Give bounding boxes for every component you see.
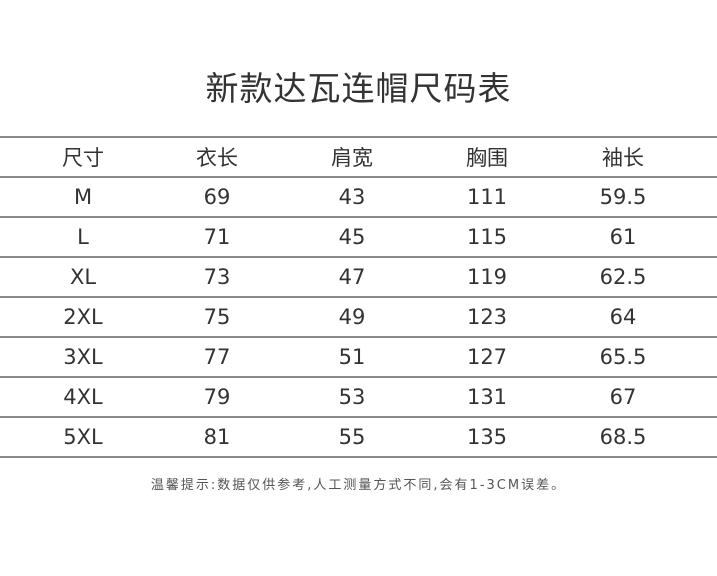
table-cell: XL (69, 265, 97, 289)
table-cell: 131 (466, 385, 508, 409)
table-cell: 67 (609, 385, 637, 409)
table-row: XL 73 47 119 62.5 (0, 258, 717, 298)
table-cell: 3XL (63, 345, 103, 369)
table-cell: 62.5 (599, 265, 647, 289)
table-cell: 81 (203, 425, 231, 449)
header-cell: 尺寸 (62, 146, 104, 170)
table-row: 3XL 77 51 127 65.5 (0, 338, 717, 378)
table-cell: 77 (203, 345, 231, 369)
table-cell: 64 (609, 305, 637, 329)
table-cell: 2XL (63, 305, 103, 329)
header-cell: 衣长 (196, 146, 238, 170)
table-cell: 65.5 (599, 345, 647, 369)
header-cell: 肩宽 (331, 146, 373, 170)
table-cell: 123 (466, 305, 508, 329)
table-cell: 59.5 (599, 185, 647, 209)
table-cell: 79 (203, 385, 231, 409)
table-cell: 43 (338, 185, 366, 209)
table-row: 5XL 81 55 135 68.5 (0, 418, 717, 458)
header-cell: 胸围 (466, 146, 508, 170)
table-cell: 53 (338, 385, 366, 409)
table-cell: 135 (466, 425, 508, 449)
table-cell: 45 (338, 225, 366, 249)
table-cell: 119 (466, 265, 508, 289)
table-cell: M (73, 185, 93, 209)
table-cell: 73 (203, 265, 231, 289)
table-row: 2XL 75 49 123 64 (0, 298, 717, 338)
table-cell: 4XL (63, 385, 103, 409)
table-cell: 5XL (63, 425, 103, 449)
table-row: M 69 43 111 59.5 (0, 178, 717, 218)
table-cell: 111 (466, 185, 508, 209)
table-cell: 49 (338, 305, 366, 329)
table-cell: 55 (338, 425, 366, 449)
table-cell: 47 (338, 265, 366, 289)
page-title: 新款达瓦连帽尺码表 (205, 69, 512, 108)
table-row: 4XL 79 53 131 67 (0, 378, 717, 418)
table-cell: 61 (609, 225, 637, 249)
table-row: L 71 45 115 61 (0, 218, 717, 258)
table-cell: 75 (203, 305, 231, 329)
table-header: 尺寸 衣长 肩宽 胸围 袖长 (0, 138, 717, 178)
table-cell: L (77, 225, 89, 249)
table-cell: 69 (203, 185, 231, 209)
table-cell: 115 (466, 225, 508, 249)
footnote: 温馨提示:数据仅供参考,人工测量方式不同,会有1-3CM误差。 (150, 478, 567, 493)
table-cell: 51 (338, 345, 366, 369)
table-cell: 71 (203, 225, 231, 249)
size-table: 尺寸 衣长 肩宽 胸围 袖长 M 69 43 111 59.5 L 71 45 115 61 XL 73 47 11… (0, 136, 717, 458)
header-cell: 袖长 (602, 146, 644, 170)
table-cell: 68.5 (599, 425, 647, 449)
table-cell: 127 (466, 345, 508, 369)
